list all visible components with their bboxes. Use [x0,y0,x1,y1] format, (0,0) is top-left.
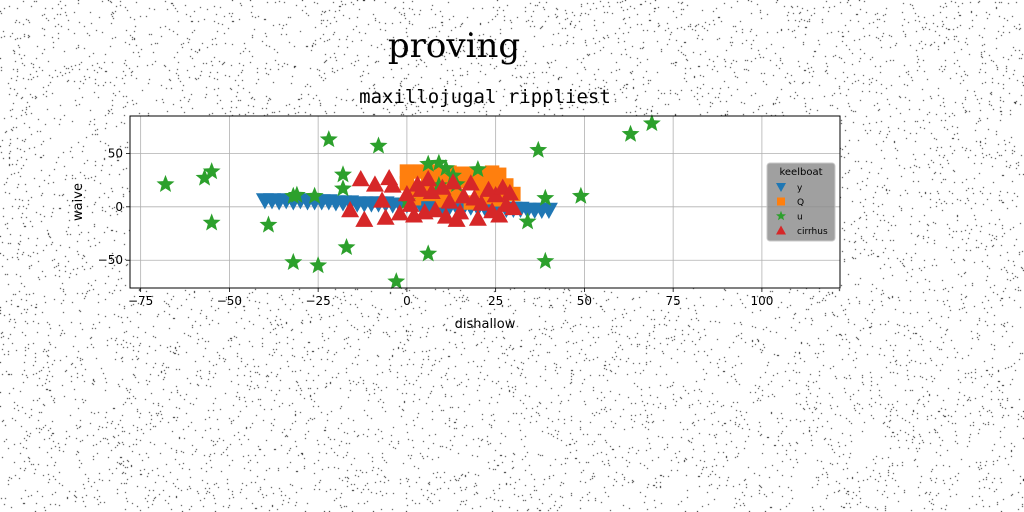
data-point [287,185,306,203]
data-point [468,209,487,226]
data-point [351,170,370,187]
data-point [419,170,438,187]
x-tick-label: −50 [217,294,242,308]
data-point [334,179,352,197]
y-axis-label: waive [71,183,86,221]
series-u [156,114,661,290]
data-point [376,208,395,225]
data-point [429,153,448,171]
x-tick-label: 25 [488,294,503,308]
data-point [419,244,438,262]
series-cirrhus [341,168,523,227]
x-tick-label: −75 [128,294,153,308]
data-point [504,198,523,216]
data-point [259,215,278,233]
data-point [642,114,661,132]
data-point [437,158,455,176]
legend-marker [776,183,786,192]
legend-label: Q [797,198,804,208]
data-point [518,212,537,230]
y-tick-label: −50 [98,253,123,267]
data-point [369,136,388,154]
data-point [419,154,438,172]
data-point [195,168,214,186]
legend-item-y: y [776,183,803,194]
data-point [426,201,445,218]
data-point [383,176,402,193]
data-point [305,186,324,204]
data-point [440,192,459,209]
data-point [539,202,558,220]
data-point [355,210,374,227]
data-point [390,204,409,221]
y-tick-label: 0 [115,200,123,214]
legend-box [766,162,836,242]
data-point [433,178,452,195]
x-tick-label: 0 [403,294,411,308]
legend-title: keelboat [779,167,822,178]
x-axis-label: dishallow [455,317,516,332]
data-point [156,174,175,192]
data-point [454,187,473,204]
x-tick-label: 50 [577,294,592,308]
y-tick-label: 50 [108,146,123,160]
data-point [429,176,448,194]
legend-marker [776,210,786,221]
data-point [401,195,420,212]
data-point [399,164,415,179]
legend-marker [777,197,785,206]
data-point [571,186,590,204]
chart-title: maxillojugal rippliest [359,86,611,108]
data-point [536,251,555,269]
data-point [387,272,406,290]
x-tick-label: −25 [305,294,330,308]
x-tick-label: 100 [750,294,773,308]
legend-item-cirrhus: cirrhus [776,225,828,237]
data-point [621,124,640,142]
legend: keelboat yQu cirrhus [766,162,836,242]
legend-label: y [797,184,803,194]
data-point [536,188,555,206]
data-points [156,114,661,290]
plot-frame [129,115,841,289]
data-point [444,173,463,190]
page-title: proving [387,26,521,66]
y-ticks: −50 0 50 [98,146,130,267]
legend-item-u: u [776,210,803,223]
data-point [202,213,221,231]
data-point [468,160,487,178]
data-point [529,140,548,158]
legend-marker [776,225,786,235]
data-point [465,189,484,206]
data-point [284,252,303,270]
data-point [447,210,466,227]
x-ticks: −75 −50 −25 0 25 50 75 100 [128,288,773,308]
legend-label: u [797,213,803,223]
x-tick-label: 75 [666,294,681,308]
data-point [412,180,431,197]
data-point [436,207,455,224]
data-point [500,183,519,201]
data-point [319,130,338,148]
legend-label: cirrhus [797,227,828,237]
data-point [461,174,480,191]
data-point [337,238,356,255]
data-point [334,165,352,183]
data-point [490,206,509,223]
data-point [397,184,416,202]
data-point [309,256,328,274]
data-point [202,162,221,180]
data-point [341,201,360,218]
data-point [373,191,392,208]
data-point [365,175,384,192]
legend-item-Q: Q [777,197,804,208]
